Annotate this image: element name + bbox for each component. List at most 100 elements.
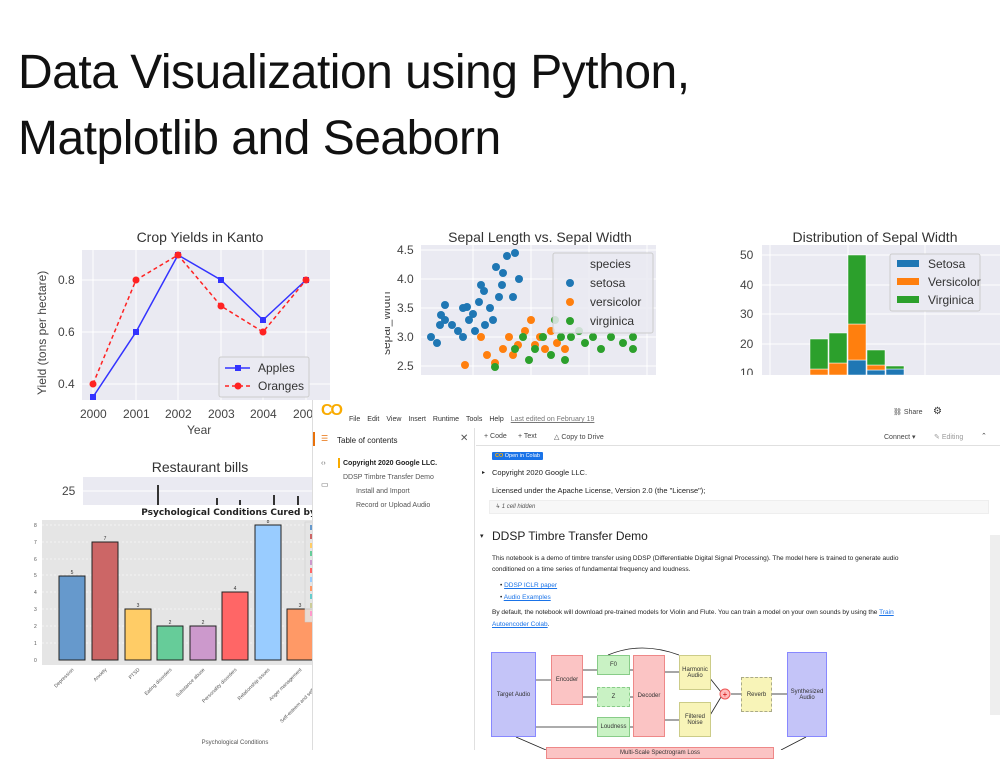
copy-to-drive-label: Copy to Drive xyxy=(561,434,604,441)
svg-text:versicolor: versicolor xyxy=(590,295,641,309)
svg-text:2003: 2003 xyxy=(208,407,235,421)
toc-item-install[interactable]: Install and Import xyxy=(356,488,410,495)
svg-text:7: 7 xyxy=(104,536,107,542)
hidden-cells-bar[interactable]: ↳ 1 cell hidden xyxy=(489,500,989,514)
svg-text:8: 8 xyxy=(267,520,270,525)
svg-text:species: species xyxy=(590,257,631,271)
autoencoder-colab-link[interactable]: Autoencoder Colab xyxy=(492,621,548,628)
chart-title: Psychological Conditions Cured by App xyxy=(141,508,339,518)
svg-text:sepal_width: sepal_width xyxy=(385,292,393,355)
svg-text:Relationship issues: Relationship issues xyxy=(237,667,272,702)
scrollbar[interactable] xyxy=(990,535,1000,715)
table-of-contents-panel: ☰ Table of contents ✕ ‹› ▭ Copyright 202… xyxy=(313,428,475,750)
svg-text:2: 2 xyxy=(34,624,37,630)
svg-text:Oranges: Oranges xyxy=(258,379,304,393)
svg-text:4: 4 xyxy=(34,590,37,596)
svg-text:0: 0 xyxy=(34,658,37,664)
menu-insert[interactable]: Insert xyxy=(408,416,426,423)
svg-text:Virginica: Virginica xyxy=(928,293,974,307)
notebook-content: CO Open in Colab ▸ Copyright 2020 Google… xyxy=(476,447,1000,759)
svg-text:4: 4 xyxy=(234,586,237,592)
svg-text:3: 3 xyxy=(34,607,37,613)
loudness-box: Loudness xyxy=(597,717,630,737)
colab-window: CO File Edit View Insert Runtime Tools H… xyxy=(312,400,1000,759)
svg-text:virginica: virginica xyxy=(590,314,634,328)
copyright-heading: Copyright 2020 Google LLC. xyxy=(492,468,588,477)
menu-edit[interactable]: Edit xyxy=(367,416,380,423)
svg-text:Anger management: Anger management xyxy=(268,667,304,703)
svg-text:Apples: Apples xyxy=(258,361,295,375)
f0-box: F0 xyxy=(597,655,630,675)
svg-text:+: + xyxy=(723,690,728,699)
ddsp-diagram: + Target Audio Encoder F0 Z Loudness Dec… xyxy=(491,647,836,759)
menu-help[interactable]: Help xyxy=(489,416,504,423)
connect-button[interactable]: Connect ▾ xyxy=(884,434,916,441)
svg-text:Personality disorders: Personality disorders xyxy=(201,667,239,705)
open-in-colab-badge[interactable]: CO Open in Colab xyxy=(492,452,543,460)
svg-text:0.8: 0.8 xyxy=(58,273,75,287)
svg-text:PTSD: PTSD xyxy=(128,667,142,681)
intro-line-1: This notebook is a demo of timbre transf… xyxy=(492,555,899,562)
expand-triangle-icon[interactable]: ▸ xyxy=(482,470,486,476)
last-edited-link[interactable]: Last edited on February 19 xyxy=(510,416,595,423)
toc-item-copyright[interactable]: Copyright 2020 Google LLC. xyxy=(343,460,438,467)
svg-text:2000: 2000 xyxy=(80,407,107,421)
folder-icon[interactable]: ▭ xyxy=(321,480,329,489)
add-text-button[interactable]: + Text xyxy=(518,433,537,440)
editing-mode-button[interactable]: ✎ Editing xyxy=(934,433,963,441)
chart-title: Restaurant bills xyxy=(151,459,249,475)
bullet-ddsp-paper: • DDSP ICLR paper xyxy=(500,582,558,589)
section-title: DDSP Timbre Transfer Demo xyxy=(492,529,648,543)
collapse-section-icon[interactable]: ▾ xyxy=(480,533,484,540)
toc-item-ddsp-demo[interactable]: DDSP Timbre Transfer Demo xyxy=(343,474,434,481)
svg-text:2: 2 xyxy=(202,620,205,626)
svg-text:Eating disorders: Eating disorders xyxy=(144,667,174,697)
copy-to-drive-button[interactable]: △ Copy to Drive xyxy=(554,433,604,441)
svg-text:25: 25 xyxy=(62,484,76,498)
menu-file[interactable]: File xyxy=(349,416,361,423)
settings-gear-icon[interactable]: ⚙ xyxy=(933,406,942,417)
svg-text:setosa: setosa xyxy=(590,276,626,290)
filtered-noise-box: Filtered Noise xyxy=(679,702,711,737)
svg-text:Depression: Depression xyxy=(53,667,75,689)
pencil-icon: ✎ xyxy=(934,434,940,441)
svg-text:2002: 2002 xyxy=(165,407,192,421)
menu-view[interactable]: View xyxy=(386,416,402,423)
svg-text:3: 3 xyxy=(299,603,302,609)
code-icon[interactable]: ‹› xyxy=(321,460,326,467)
svg-text:50: 50 xyxy=(740,248,754,262)
svg-text:0.6: 0.6 xyxy=(58,325,75,339)
menu-tools[interactable]: Tools xyxy=(465,416,483,423)
intro-line-2: conditioned on a time series of fundamen… xyxy=(492,566,691,573)
svg-text:Psychological Conditions: Psychological Conditions xyxy=(202,740,269,746)
close-icon[interactable]: ✕ xyxy=(460,433,469,444)
connect-label: Connect xyxy=(884,434,911,441)
badge-logo: CO xyxy=(495,453,504,459)
chart-title: Distribution of Sepal Width xyxy=(792,229,958,245)
menu-runtime[interactable]: Runtime xyxy=(432,416,459,423)
z-box: Z xyxy=(597,687,630,707)
svg-text:2: 2 xyxy=(169,620,172,626)
spectrogram-loss-box: Multi-Scale Spectrogram Loss xyxy=(546,747,774,759)
svg-text:3.0: 3.0 xyxy=(397,330,414,344)
encoder-box: Encoder xyxy=(551,655,583,705)
add-code-button[interactable]: + Code xyxy=(484,433,507,440)
svg-text:2004: 2004 xyxy=(250,407,277,421)
title-line-2: Matplotlib and Seaborn xyxy=(18,112,501,165)
svg-text:3: 3 xyxy=(137,603,140,609)
train-link[interactable]: Train xyxy=(879,609,894,616)
audio-examples-link[interactable]: Audio Examples xyxy=(503,594,551,601)
share-button[interactable]: ⛓ Share xyxy=(893,408,923,416)
slide-title: Data Visualization using Python, Matplot… xyxy=(18,40,690,172)
toc-item-record[interactable]: Record or Upload Audio xyxy=(356,502,431,509)
toc-current-marker xyxy=(338,458,340,468)
link-icon: ⛓ xyxy=(893,409,902,416)
sepal-scatter-plot: species setosa versicolor virginica 4.5 4… xyxy=(385,245,656,375)
ddsp-paper-link[interactable]: DDSP ICLR paper xyxy=(504,582,558,589)
hidden-cells-label: ↳ 1 cell hidden xyxy=(495,504,536,510)
crop-yields-plot: 0.80.60.4 2000 2001 2002 2003 2004 2005 Year … xyxy=(35,250,330,437)
svg-text:Year: Year xyxy=(187,423,211,437)
collapse-chevron-icon[interactable]: ⌃ xyxy=(981,433,987,440)
toc-menu-icon[interactable]: ☰ xyxy=(321,434,329,443)
svg-text:5: 5 xyxy=(34,573,37,579)
